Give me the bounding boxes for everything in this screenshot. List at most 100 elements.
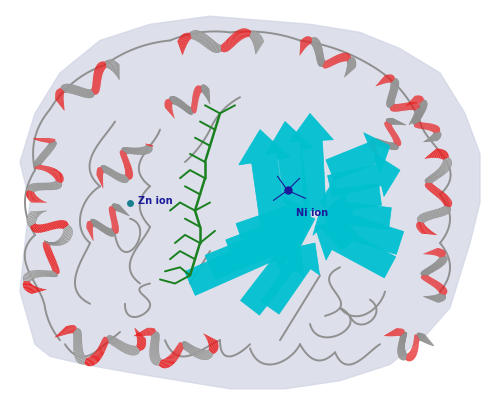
Polygon shape xyxy=(47,142,56,147)
Polygon shape xyxy=(100,166,104,173)
Polygon shape xyxy=(188,33,191,40)
Polygon shape xyxy=(386,128,398,137)
Polygon shape xyxy=(92,87,96,95)
Polygon shape xyxy=(104,226,112,237)
Polygon shape xyxy=(414,337,418,350)
Polygon shape xyxy=(186,104,192,115)
Polygon shape xyxy=(425,126,438,130)
Polygon shape xyxy=(28,186,38,191)
Polygon shape xyxy=(26,192,36,195)
Polygon shape xyxy=(125,171,132,179)
Polygon shape xyxy=(255,38,263,52)
Polygon shape xyxy=(388,118,400,125)
Polygon shape xyxy=(114,204,123,213)
Polygon shape xyxy=(153,353,160,364)
Polygon shape xyxy=(441,200,452,204)
Polygon shape xyxy=(36,151,52,159)
Polygon shape xyxy=(30,184,44,190)
Polygon shape xyxy=(43,242,51,248)
Polygon shape xyxy=(410,349,412,361)
Polygon shape xyxy=(439,256,446,258)
Polygon shape xyxy=(412,118,421,124)
Polygon shape xyxy=(418,216,431,220)
Polygon shape xyxy=(93,78,100,91)
Polygon shape xyxy=(178,98,186,111)
Polygon shape xyxy=(370,141,376,149)
Polygon shape xyxy=(134,346,140,353)
Polygon shape xyxy=(180,342,182,352)
Polygon shape xyxy=(390,80,398,88)
Polygon shape xyxy=(391,136,402,143)
Polygon shape xyxy=(74,331,81,343)
Polygon shape xyxy=(110,214,118,227)
Polygon shape xyxy=(209,37,212,51)
Polygon shape xyxy=(239,130,290,237)
Polygon shape xyxy=(208,88,210,103)
Text: Ni ion: Ni ion xyxy=(296,208,328,218)
Polygon shape xyxy=(420,215,434,219)
Polygon shape xyxy=(80,87,90,98)
Polygon shape xyxy=(42,183,56,190)
Polygon shape xyxy=(107,337,110,343)
Polygon shape xyxy=(95,220,103,232)
Polygon shape xyxy=(88,221,93,231)
Polygon shape xyxy=(112,204,118,211)
Polygon shape xyxy=(434,260,447,263)
Polygon shape xyxy=(240,243,304,315)
Polygon shape xyxy=(423,248,438,254)
Polygon shape xyxy=(408,103,418,110)
Polygon shape xyxy=(192,101,196,113)
Polygon shape xyxy=(428,264,444,267)
Polygon shape xyxy=(20,16,480,389)
Polygon shape xyxy=(435,259,447,262)
Polygon shape xyxy=(266,122,313,228)
Polygon shape xyxy=(347,57,352,63)
Polygon shape xyxy=(58,325,70,337)
Polygon shape xyxy=(438,294,446,296)
Polygon shape xyxy=(90,220,95,227)
Polygon shape xyxy=(160,359,164,367)
Polygon shape xyxy=(136,336,146,347)
Polygon shape xyxy=(50,271,58,275)
Polygon shape xyxy=(55,96,64,109)
Polygon shape xyxy=(416,106,427,114)
Polygon shape xyxy=(28,211,44,215)
Polygon shape xyxy=(60,87,66,93)
Polygon shape xyxy=(434,132,440,134)
Polygon shape xyxy=(32,224,41,232)
Polygon shape xyxy=(388,142,398,149)
Polygon shape xyxy=(440,199,452,203)
Polygon shape xyxy=(94,70,101,84)
Polygon shape xyxy=(172,96,180,107)
Polygon shape xyxy=(416,224,426,227)
Polygon shape xyxy=(150,342,159,356)
Polygon shape xyxy=(436,166,451,171)
Polygon shape xyxy=(166,354,171,368)
Polygon shape xyxy=(122,160,132,172)
Polygon shape xyxy=(416,123,428,128)
Polygon shape xyxy=(386,121,393,125)
Polygon shape xyxy=(422,271,436,272)
Polygon shape xyxy=(200,350,209,359)
Polygon shape xyxy=(304,37,306,50)
Polygon shape xyxy=(108,228,114,236)
Polygon shape xyxy=(102,165,108,175)
Polygon shape xyxy=(303,37,305,51)
Polygon shape xyxy=(432,133,441,134)
Polygon shape xyxy=(255,37,262,51)
Polygon shape xyxy=(136,346,140,352)
Polygon shape xyxy=(124,167,133,177)
Polygon shape xyxy=(312,37,314,46)
Polygon shape xyxy=(389,118,402,125)
Polygon shape xyxy=(416,105,427,113)
Polygon shape xyxy=(230,34,232,49)
Polygon shape xyxy=(414,335,418,347)
Polygon shape xyxy=(169,98,174,104)
Polygon shape xyxy=(418,218,428,221)
Polygon shape xyxy=(47,242,62,245)
Polygon shape xyxy=(399,333,407,342)
Polygon shape xyxy=(32,183,46,190)
Polygon shape xyxy=(324,59,329,68)
Polygon shape xyxy=(86,227,94,241)
Polygon shape xyxy=(345,66,356,76)
